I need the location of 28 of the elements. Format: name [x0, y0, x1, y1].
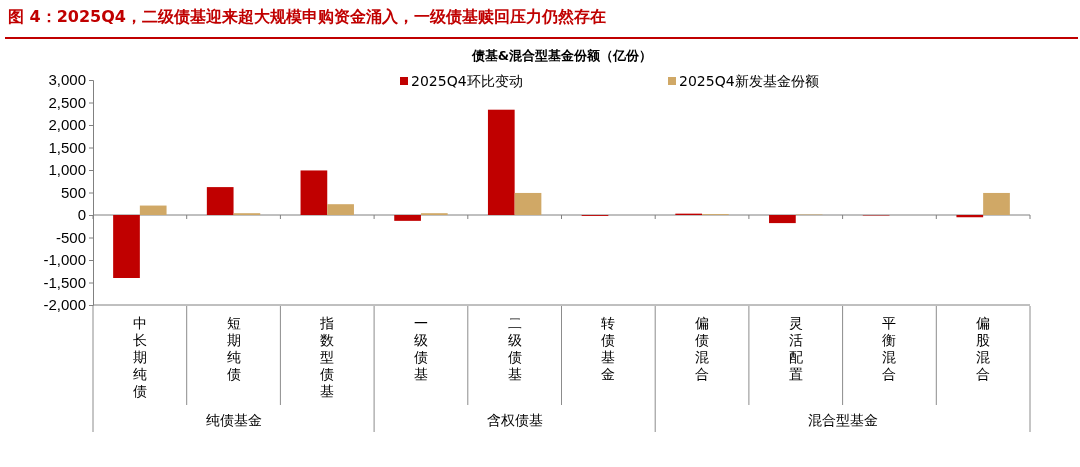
- x-tick-label: 转债基金: [601, 315, 616, 382]
- chart-title: 图 4：2025Q4，二级债基迎来超大规模申购资金涌入，一级债基赎回压力仍然存在: [8, 7, 606, 26]
- x-tick-label: 偏债混合: [695, 315, 710, 382]
- y-tick-label: -2,000: [43, 296, 86, 314]
- y-tick-label: 2,500: [48, 93, 86, 111]
- text: 混合型基金: [807, 412, 878, 428]
- x-tick-label: 偏股混合: [976, 315, 991, 382]
- x-tick-label: 指数型债基: [319, 315, 335, 399]
- chart-subtitle: 债基&混合型基金份额（亿份）: [470, 48, 653, 63]
- legend-label: 2025Q4新发基金份额: [679, 73, 819, 89]
- y-tick-label: -1,500: [43, 273, 86, 291]
- x-tick-label: 短期纯债: [226, 315, 241, 382]
- x-tick-label: 二级债基: [507, 315, 522, 382]
- y-tick-label: 0: [77, 206, 86, 224]
- x-tick-label: 一级债基: [413, 315, 428, 382]
- y-tick-label: 3,000: [48, 71, 86, 89]
- y-tick-label: 1,000: [48, 161, 86, 179]
- x-tick-label: 平衡混合: [882, 315, 897, 382]
- text: 含权债基: [486, 412, 543, 428]
- y-tick-label: 2,000: [48, 116, 86, 134]
- legend-label: 2025Q4环比变动: [411, 73, 523, 89]
- y-tick-label: 1,500: [48, 138, 86, 156]
- x-tick-label: 灵活配置: [788, 315, 803, 382]
- x-tick-label: 中长期纯债: [132, 315, 147, 399]
- y-tick-label: -1,000: [43, 251, 86, 269]
- y-tick-label: -500: [55, 228, 86, 246]
- y-tick-label: 500: [60, 183, 86, 201]
- text: 纯债基金: [205, 412, 262, 428]
